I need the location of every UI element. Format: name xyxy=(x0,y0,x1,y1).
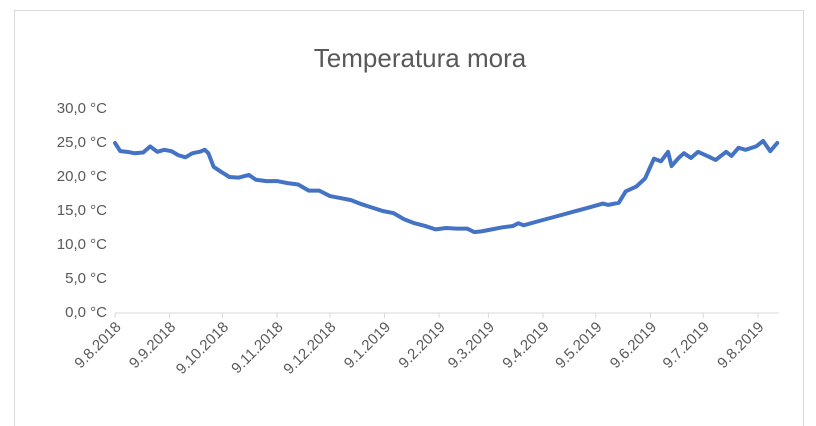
y-tick-label: 5,0 °C xyxy=(65,270,107,287)
y-tick-label: 15,0 °C xyxy=(57,202,107,219)
y-tick-label: 30,0 °C xyxy=(57,100,107,117)
y-tick-label: 20,0 °C xyxy=(57,168,107,185)
data-line xyxy=(113,138,780,235)
y-tick-label: 10,0 °C xyxy=(57,236,107,253)
chart-frame xyxy=(14,10,804,426)
y-tick-label: 25,0 °C xyxy=(57,134,107,151)
chart-title: Temperatura mora xyxy=(314,43,527,73)
y-tick-label: 0,0 °C xyxy=(65,304,107,321)
